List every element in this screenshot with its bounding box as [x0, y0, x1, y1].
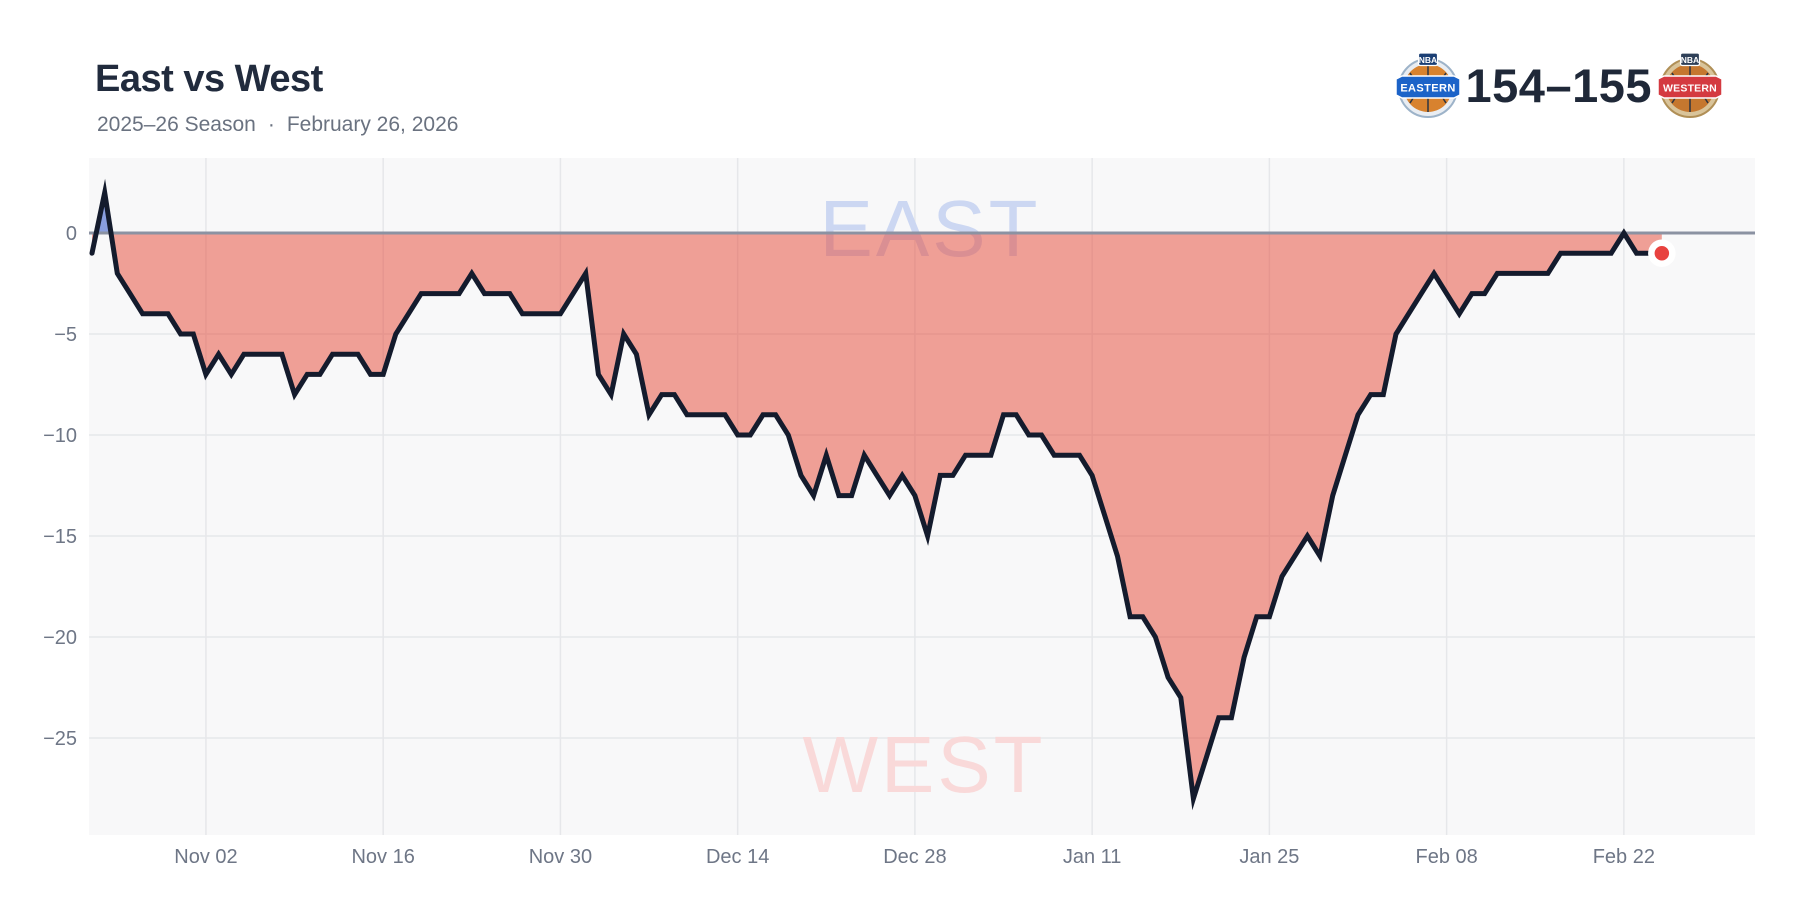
x-axis-tick-label: Dec 14 — [706, 846, 769, 868]
page-subtitle: 2025–26 Season · February 26, 2026 — [97, 113, 458, 137]
y-axis-tick-label: 0 — [66, 223, 77, 245]
east-logo-nba-label: NBA — [1418, 55, 1436, 65]
differential-line — [89, 178, 1665, 811]
eastern-conference-logo-icon: NBA EASTERN — [1394, 52, 1461, 118]
x-axis-tick-label: Nov 16 — [351, 846, 414, 868]
west-logo-nba-label: NBA — [1681, 55, 1699, 65]
x-axis-tick-label: Jan 11 — [1063, 846, 1122, 868]
y-axis-tick-label: −15 — [43, 526, 77, 548]
x-axis-tick-label: Jan 25 — [1239, 846, 1299, 868]
latest-value-dot — [1648, 239, 1676, 267]
series-score: 154–155 — [1466, 62, 1652, 109]
as-of-date-label: February 26, 2026 — [286, 113, 459, 136]
y-axis-tick-label: −5 — [54, 324, 77, 346]
subtitle-separator: · — [267, 113, 275, 136]
x-axis-tick-label: Nov 02 — [174, 846, 237, 868]
y-axis-tick-label: −25 — [43, 728, 77, 750]
west-watermark: WEST — [802, 720, 1045, 809]
x-axis-tick-label: Nov 30 — [529, 846, 592, 868]
page-title: East vs West — [95, 58, 323, 100]
x-axis-tick-label: Feb 08 — [1415, 846, 1477, 868]
western-conference-logo-icon: NBA WESTERN — [1657, 52, 1723, 118]
y-axis-tick-label: −10 — [43, 425, 77, 447]
east-logo-banner-label: EASTERN — [1400, 83, 1455, 95]
y-axis-tick-label: −20 — [43, 627, 77, 649]
x-axis-tick-label: Dec 28 — [883, 846, 946, 868]
scoreboard: NBA EASTERN 154–155 NBA WESTERN — [1394, 52, 1723, 118]
score-divider: – — [1545, 58, 1573, 112]
season-label: 2025–26 Season — [97, 113, 256, 136]
x-axis-tick-label: Feb 22 — [1593, 846, 1655, 868]
east-score: 154 — [1465, 58, 1546, 112]
west-logo-banner-label: WESTERN — [1663, 83, 1717, 95]
west-score: 155 — [1572, 58, 1652, 112]
west-leading-area — [92, 233, 1662, 799]
